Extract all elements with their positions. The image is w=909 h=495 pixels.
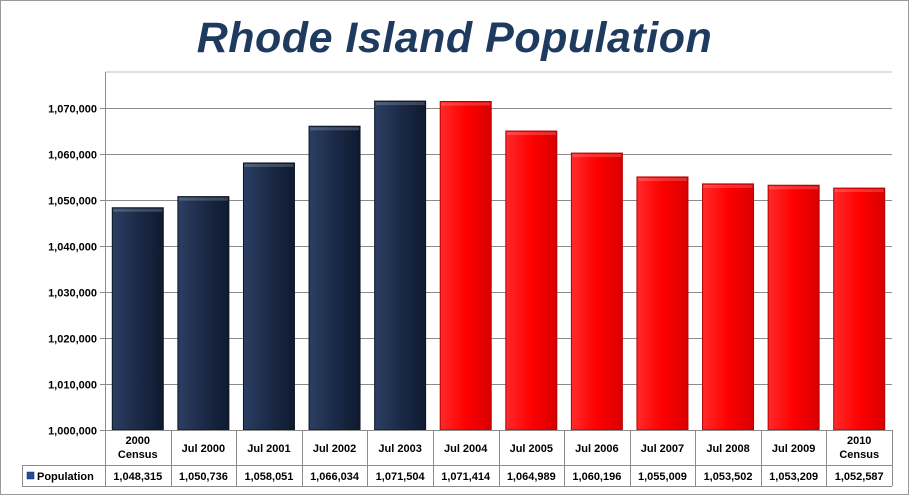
data-label: 1,053,209	[769, 471, 818, 483]
data-label: 1,058,051	[244, 471, 293, 483]
bar-highlight	[244, 163, 294, 167]
bar	[767, 184, 820, 431]
bar	[308, 125, 361, 431]
bar-highlight	[834, 189, 884, 193]
legend-key	[26, 471, 35, 480]
y-axis: 1,000,000 1,010,000 1,020,000 1,030,000 1,04…	[48, 72, 106, 438]
bar	[177, 196, 230, 431]
x-tick-label: Jul 2008	[706, 443, 749, 455]
bar	[505, 130, 558, 431]
data-label: 1,048,315	[113, 471, 162, 483]
y-tick-label: 1,050,000	[48, 196, 97, 208]
data-label: 1,052,587	[835, 471, 884, 483]
data-label: 1,060,196	[572, 471, 621, 483]
y-tick-label: 1,070,000	[48, 104, 97, 116]
y-tick-label: 1,060,000	[48, 150, 97, 162]
bar	[636, 176, 689, 431]
x-tick-label: Jul 2001	[247, 443, 290, 455]
bar-highlight	[441, 102, 491, 106]
x-tick-label: Jul 2005	[510, 443, 553, 455]
bar-highlight	[113, 208, 163, 212]
bar	[374, 100, 427, 431]
bar-highlight	[637, 177, 687, 181]
bar-highlight	[375, 102, 425, 106]
data-label: 1,055,009	[638, 471, 687, 483]
x-tick-label: Jul 2006	[575, 443, 618, 455]
x-tick-label: Jul 2003	[378, 443, 421, 455]
y-tick-label: 1,000,000	[48, 426, 97, 438]
bar	[570, 152, 623, 431]
data-label: 1,071,504	[376, 471, 426, 483]
bar-highlight	[769, 186, 819, 190]
data-label: 1,066,034	[310, 471, 360, 483]
x-tick-label: Jul 2004	[444, 443, 488, 455]
x-tick-label-line: Census	[839, 449, 879, 461]
bars	[111, 100, 886, 431]
data-label: 1,071,414	[441, 471, 491, 483]
x-tick-label-line: Census	[118, 449, 158, 461]
x-tick-label: 2000 Census	[118, 435, 158, 461]
x-axis: 2000 Census Jul 2000 Jul 2001 Jul 2002 Jul 20…	[118, 435, 879, 461]
bar	[242, 162, 295, 431]
data-label: 1,064,989	[507, 471, 556, 483]
y-tick-label: 1,040,000	[48, 242, 97, 254]
bar-highlight	[178, 197, 228, 201]
x-tick-label: Jul 2000	[182, 443, 225, 455]
x-tick-label-line: 2000	[126, 435, 150, 447]
x-tick-label: Jul 2007	[641, 443, 684, 455]
data-table: Population 1,048,315 1,050,736 1,058,051 1,0…	[22, 430, 893, 487]
x-tick-label-line: 2010	[847, 435, 871, 447]
bar	[111, 207, 164, 431]
y-tick-label: 1,010,000	[48, 380, 97, 392]
data-label: 1,053,502	[704, 471, 753, 483]
x-tick-label: 2010 Census	[839, 435, 879, 461]
chart-title: Rhode Island Population	[196, 14, 713, 62]
bar-highlight	[506, 132, 556, 136]
y-tick-label: 1,020,000	[48, 334, 97, 346]
x-tick-label: Jul 2009	[772, 443, 815, 455]
legend-series-name: Population	[37, 471, 94, 483]
data-label: 1,050,736	[179, 471, 228, 483]
bar-highlight	[572, 154, 622, 158]
bar	[702, 183, 755, 431]
bar-highlight	[310, 127, 360, 131]
x-tick-label: Jul 2002	[313, 443, 356, 455]
y-tick-label: 1,030,000	[48, 288, 97, 300]
bar-highlight	[703, 184, 753, 188]
bar	[439, 100, 492, 431]
bar	[833, 187, 886, 431]
